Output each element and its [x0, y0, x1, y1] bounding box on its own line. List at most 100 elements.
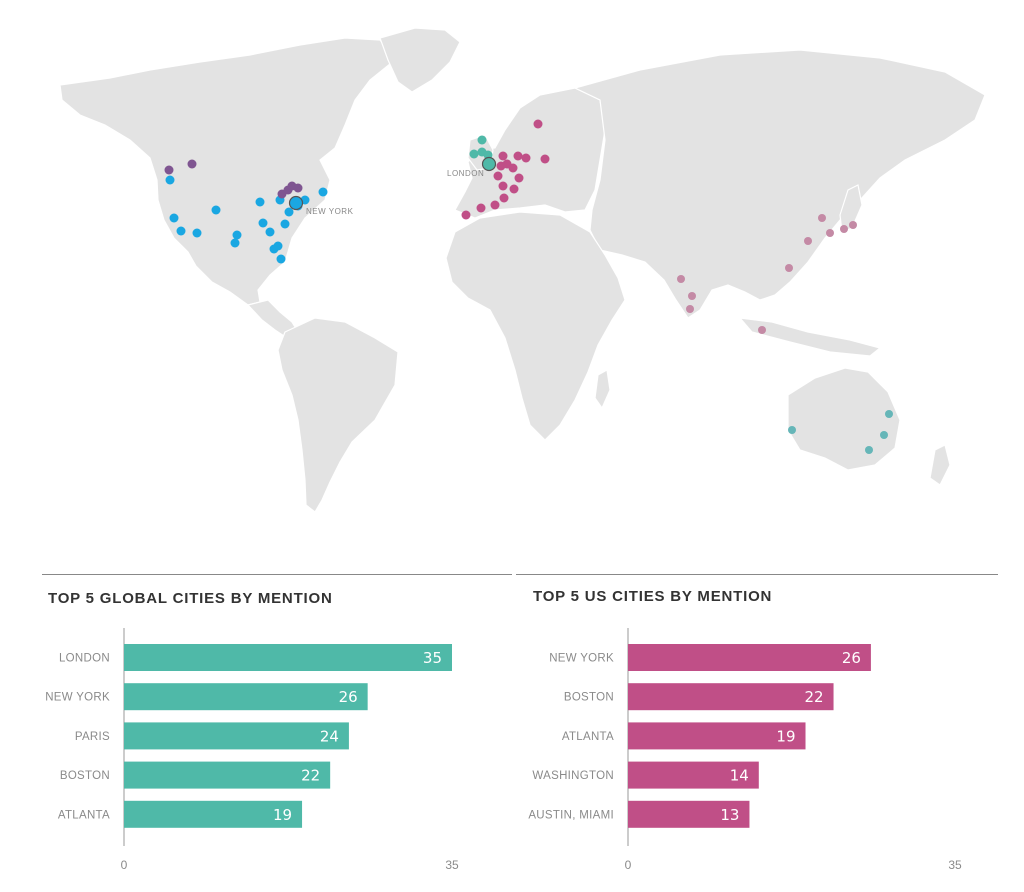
bar [124, 800, 303, 828]
landmass-madagascar [594, 369, 611, 410]
city-dot [686, 305, 694, 313]
city-dot [840, 225, 848, 233]
city-dot [818, 214, 826, 222]
landmass-south-america [277, 317, 399, 513]
bar-chart-svg: LONDON 35 NEW YORK 26 PARIS 24 BOSTON 22 ATLANTA… [45, 628, 459, 872]
tick-label: 35 [948, 858, 962, 872]
category-label: BOSTON [60, 770, 110, 782]
city-dot [280, 219, 290, 229]
tick-label: 0 [625, 858, 632, 872]
tick-label: 35 [445, 858, 459, 872]
city-dot [273, 241, 283, 251]
city-dot [187, 159, 197, 169]
city-dot [165, 175, 175, 185]
category-label: NEW YORK [45, 692, 110, 704]
landmass-indonesia [738, 317, 882, 357]
tick-label: 0 [121, 858, 128, 872]
city-dot-london [481, 156, 497, 172]
bar [628, 722, 806, 750]
city-dot [493, 171, 503, 181]
bar [628, 800, 750, 828]
city-dot [865, 446, 873, 454]
city-dot [508, 163, 518, 173]
city-dot [514, 173, 524, 183]
value-label: 22 [301, 767, 320, 785]
city-dot [469, 149, 479, 159]
city-dot [499, 193, 509, 203]
city-dot [265, 227, 275, 237]
category-label: ATLANTA [562, 731, 614, 743]
value-label: 24 [320, 727, 339, 745]
city-dot [477, 135, 487, 145]
city-dot [255, 197, 265, 207]
city-dot [318, 187, 328, 197]
city-dot [176, 226, 186, 236]
us-cities-chart: TOP 5 US CITIES BY MENTION NEW YORK 26 BOS… [516, 574, 998, 892]
city-dots [164, 119, 893, 454]
bar [124, 683, 368, 711]
value-label: 14 [730, 767, 749, 785]
landmass-australia [787, 367, 901, 471]
world-map: LONDON NEW YORK [59, 27, 986, 513]
land-masses [59, 27, 986, 513]
value-label: 26 [842, 649, 861, 667]
category-label: PARIS [75, 731, 110, 743]
map-label-new-york: NEW YORK [306, 207, 354, 216]
city-dot [192, 228, 202, 238]
city-dot [688, 292, 696, 300]
category-label: BOSTON [564, 692, 614, 704]
city-dot [164, 165, 174, 175]
bar [628, 644, 871, 671]
city-dot [498, 181, 508, 191]
city-dot [169, 213, 179, 223]
bar [124, 644, 452, 671]
city-dot [476, 203, 486, 213]
city-dot [880, 431, 888, 439]
global-cities-chart: TOP 5 GLOBAL CITIES BY MENTION LONDON 35 N… [42, 574, 512, 892]
city-dot [498, 151, 508, 161]
bar [628, 761, 759, 789]
city-dot [677, 275, 685, 283]
panel-divider [516, 574, 998, 575]
city-dot [276, 254, 286, 264]
category-label: NEW YORK [549, 653, 614, 665]
landmass-africa [445, 211, 626, 441]
city-dot [513, 151, 523, 161]
city-dot [826, 229, 834, 237]
bar-chart-svg: NEW YORK 26 BOSTON 22 ATLANTA 19 WASHINGTON 14 A… [528, 628, 962, 872]
category-label: LONDON [59, 653, 110, 665]
city-dot [258, 218, 268, 228]
value-label: 19 [776, 727, 795, 745]
city-dot [509, 184, 519, 194]
value-label: 19 [273, 806, 292, 824]
bar [124, 761, 331, 789]
chart-title: TOP 5 US CITIES BY MENTION [533, 588, 773, 605]
landmass-new-zealand [929, 444, 951, 486]
map-label-london: LONDON [447, 169, 484, 178]
city-dot-new-york [288, 195, 304, 211]
city-dot [849, 221, 857, 229]
value-label: 13 [720, 806, 739, 824]
city-dot [284, 207, 294, 217]
city-dot [804, 237, 812, 245]
landmass-north-america [59, 37, 396, 306]
city-dot [211, 205, 221, 215]
city-dot [758, 326, 766, 334]
city-dot [461, 210, 471, 220]
landmass-greenland [379, 27, 461, 93]
category-label: AUSTIN, MIAMI [528, 809, 614, 821]
city-dot [785, 264, 793, 272]
city-dot [885, 410, 893, 418]
city-dot [230, 238, 240, 248]
bar [628, 683, 834, 711]
category-label: WASHINGTON [532, 770, 614, 782]
bar [124, 722, 349, 750]
city-dot [293, 183, 303, 193]
category-label: ATLANTA [58, 809, 110, 821]
landmass-asia [573, 49, 986, 319]
city-dot [521, 153, 531, 163]
value-label: 35 [423, 649, 442, 667]
panel-divider [42, 574, 512, 575]
chart-title: TOP 5 GLOBAL CITIES BY MENTION [48, 590, 333, 607]
city-dot [490, 200, 500, 210]
